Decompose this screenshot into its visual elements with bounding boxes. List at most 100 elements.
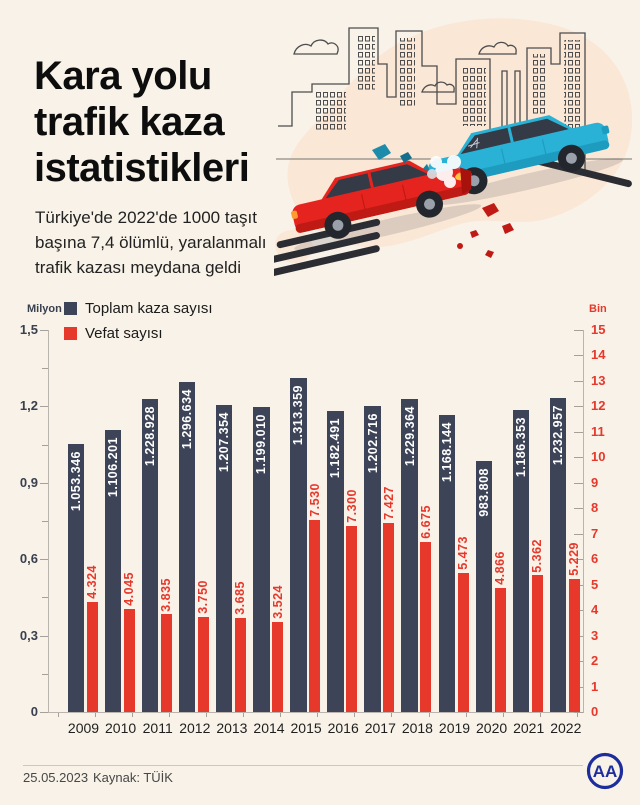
baseline-tick (502, 713, 504, 717)
aa-logo-text: AA (593, 762, 618, 781)
cloud-icon (478, 41, 517, 55)
baseline-tick (205, 713, 207, 717)
deaths-bar-label-wrap: 7.300 (345, 489, 359, 523)
baseline-tick (539, 713, 541, 717)
total-bar-label-wrap: 1.232.957 (550, 405, 567, 465)
deaths-bar: 7.530 (308, 483, 322, 712)
red-car (291, 160, 482, 251)
year-label: 2010 (105, 720, 137, 736)
right-axis-tick-label: 4 (591, 602, 599, 618)
total-bar: 1.232.957 (549, 398, 567, 712)
deaths-bar-label-wrap: 4.324 (85, 565, 99, 599)
year-label: 2016 (327, 720, 359, 736)
total-bar: 1.182.491 (327, 410, 344, 712)
deaths-bar-label-wrap: 3.835 (159, 577, 174, 612)
total-bar-label-wrap: 1.168.144 (439, 422, 456, 482)
legend-item-deaths: Vefat sayısı (64, 325, 213, 342)
total-bar-label-wrap: 1.296.634 (179, 389, 196, 449)
total-bar-label-wrap: 1.199.010 (253, 414, 270, 474)
total-bar-label-wrap: 983.808 (476, 468, 493, 517)
total-bar: 1.199.010 (253, 406, 270, 712)
total-bar-label-wrap: 1.202.716 (364, 413, 381, 473)
left-axis-tick (42, 368, 48, 370)
total-bar-value-label: 1.232.957 (551, 405, 566, 466)
total-bar: 1.296.634 (178, 381, 196, 712)
year-label: 2014 (253, 720, 285, 736)
total-bar-label-wrap: 1.229.364 (401, 406, 418, 466)
baseline-tick (428, 713, 430, 717)
total-bar-value-label: 1.313.359 (291, 384, 306, 445)
baseline-tick (317, 713, 319, 717)
total-bar-value-label: 1.228.928 (142, 406, 157, 467)
deaths-bar: 3.685 (233, 581, 247, 712)
deaths-bar-value-label: 3.750 (196, 579, 211, 614)
plot-area: 0 0,3 0,6 0,9 1,2 1,5 15 14 13 12 11 10 9 8 7 6 5 4 3 2 1 0 1.… (20, 322, 606, 736)
year-label: 2012 (179, 720, 211, 736)
deaths-bar: 4.866 (493, 551, 507, 712)
deaths-bar-value-label: 3.835 (159, 577, 174, 612)
left-axis-tick (42, 597, 48, 599)
total-bar-value-label: 1.106.201 (105, 437, 120, 498)
building-windows (316, 34, 581, 144)
baseline-tick (576, 713, 578, 717)
right-axis-tick (574, 508, 583, 510)
total-bar: 1.202.716 (364, 405, 381, 712)
left-axis-tick-label: 1,2 (19, 398, 38, 414)
year-label: 2009 (67, 720, 100, 736)
deaths-bar-label-wrap: 3.685 (233, 581, 247, 615)
right-axis-tick (574, 457, 583, 459)
baseline-tick (131, 713, 133, 717)
legend-label-deaths: Vefat sayısı (85, 325, 163, 342)
left-axis-tick-label: 0,3 (19, 627, 38, 643)
total-bar-value-label: 1.229.364 (402, 405, 417, 467)
total-bar-label-wrap: 1.228.928 (142, 406, 159, 466)
year-label: 2022 (550, 720, 582, 736)
right-axis-tick (574, 380, 583, 382)
right-axis-tick-label: 11 (591, 423, 605, 439)
left-axis-tick (42, 673, 48, 675)
right-axis-tick (574, 559, 583, 561)
right-axis-tick-label: 10 (591, 449, 606, 465)
right-axis-tick-label: 5 (591, 576, 599, 592)
total-bar-label-wrap: 1.313.359 (290, 385, 307, 445)
deaths-bar: 4.324 (85, 565, 99, 712)
deaths-bar-value-label: 6.675 (418, 505, 433, 539)
right-axis-tick-label: 13 (591, 372, 606, 388)
left-axis-tick (40, 406, 48, 408)
cloud-icon (421, 81, 455, 93)
total-bar-value-label: 1.168.144 (439, 421, 454, 482)
baseline-tick (280, 713, 282, 717)
year-label: 2018 (401, 720, 433, 736)
deaths-bar-label-wrap: 5.473 (456, 536, 470, 570)
left-axis-tick (42, 444, 48, 446)
deaths-bar: 3.524 (271, 585, 285, 712)
total-bar: 983.808 (475, 461, 493, 712)
right-axis-tick-label: 0 (591, 704, 599, 719)
year-label: 2013 (216, 720, 248, 736)
total-bar-value-label: 1.202.716 (365, 412, 380, 473)
crash-smoke (427, 155, 461, 188)
deaths-bar-label-wrap: 3.524 (271, 585, 285, 619)
aa-logo: AA (584, 750, 626, 792)
year-label: 2017 (364, 720, 396, 736)
deaths-bar-label-wrap: 5.362 (530, 539, 544, 573)
total-bar: 1.229.364 (401, 398, 418, 712)
year-label: 2021 (513, 720, 545, 736)
total-bar-value-label: 1.296.634 (180, 388, 195, 449)
left-axis-tick (40, 482, 48, 484)
right-axis-tick (574, 355, 583, 357)
deaths-bar-label-wrap: 7.427 (382, 486, 396, 520)
deaths-bar-label-wrap: 3.750 (196, 579, 211, 614)
left-axis-tick (42, 521, 48, 522)
deaths-bar-label-wrap: 5.229 (567, 542, 581, 576)
baseline-tick (354, 713, 356, 717)
left-axis-tick-label: 0 (30, 704, 38, 719)
right-axis-line (583, 330, 584, 713)
right-axis-unit: Bin (589, 303, 607, 315)
right-axis-tick-label: 7 (591, 525, 599, 541)
legend-item-total: Toplam kaza sayısı (64, 300, 213, 317)
right-axis-tick-label: 6 (591, 551, 599, 567)
crash-illustration (274, 4, 638, 290)
left-axis-unit: Milyon (27, 303, 62, 315)
